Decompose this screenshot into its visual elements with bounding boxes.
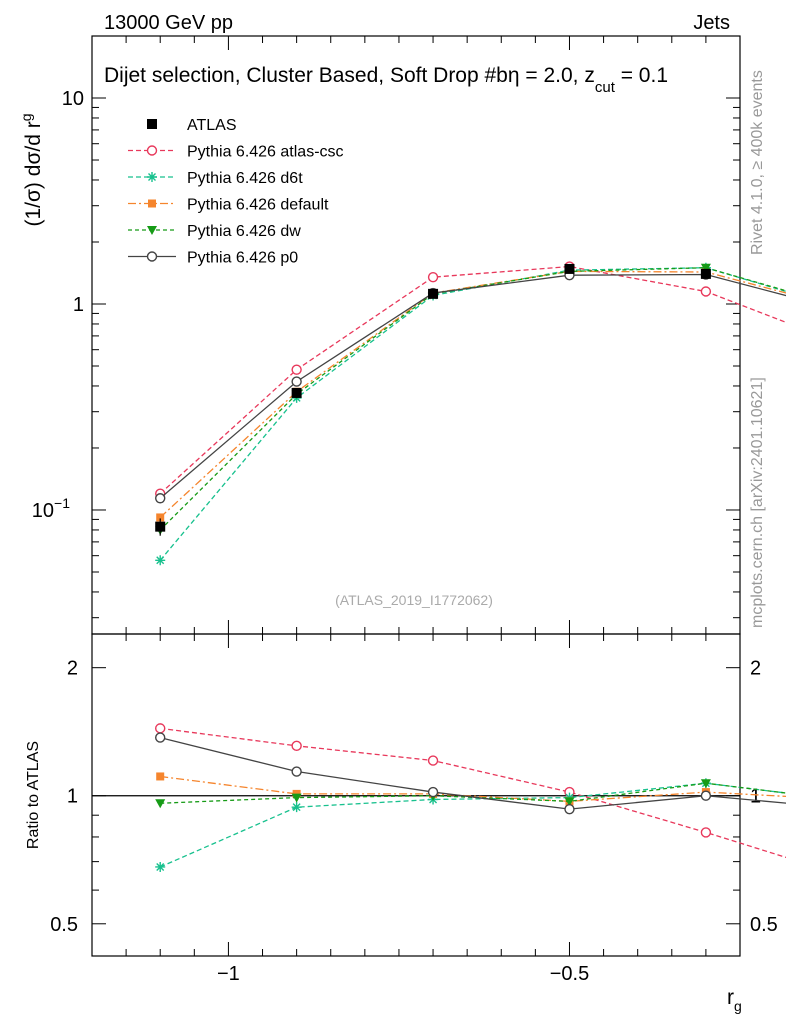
series-line-dw — [159, 267, 786, 531]
main-ytick-label: 10−1 — [32, 495, 70, 522]
data-point-p0 — [291, 376, 302, 387]
legend-marker-atlas_csc — [146, 145, 158, 156]
legend-marker-dw — [147, 226, 157, 235]
ratio-ytick-label-right: 2 — [750, 658, 761, 680]
ratio-line-dw — [160, 782, 786, 804]
ratio-point-atlas_csc — [291, 740, 302, 752]
ratio-point-atlas_csc — [155, 723, 166, 734]
ratio-point-p0 — [291, 766, 302, 777]
data-point-atlas_csc — [291, 364, 302, 375]
ratio-point-atlas_csc — [700, 827, 712, 838]
ratio-point-dw — [291, 793, 302, 803]
legend-label-dw: Pythia 6.426 dw — [187, 223, 301, 240]
analysis-watermark: (ATLAS_2019_I1772062) — [335, 592, 493, 608]
ratio-line-default — [160, 775, 786, 803]
ratio-ytick-label-right: 0.5 — [750, 914, 778, 936]
ratio-point-d6t — [291, 802, 302, 813]
legend-marker-atlas — [147, 119, 157, 129]
x-axis-label: rg — [727, 986, 742, 1014]
legend-label-p0: Pythia 6.426 p0 — [187, 250, 298, 267]
ratio-line-d6t — [159, 782, 786, 868]
data-point-atlas — [700, 268, 711, 279]
ratio-point-default — [156, 772, 165, 781]
ratio-point-dw — [700, 779, 711, 789]
ratio-point-p0 — [700, 790, 712, 801]
main-ylabel: (1/σ) dσ/d rg — [18, 113, 45, 226]
ratio-point-p0 — [564, 803, 575, 815]
data-point-atlas_csc — [427, 271, 439, 283]
series-line-default — [159, 270, 786, 518]
series-line-d6t — [159, 267, 786, 561]
legend-label-d6t: Pythia 6.426 d6t — [187, 170, 303, 187]
ratio-point-p0 — [427, 786, 439, 798]
data-point-p0 — [155, 493, 166, 504]
ratio-frame — [91, 633, 741, 957]
data-point-atlas — [564, 263, 575, 274]
legend-label-atlas_csc: Pythia 6.426 atlas-csc — [187, 144, 344, 161]
data-point-atlas — [428, 288, 439, 299]
ratio-point-p0 — [155, 732, 166, 743]
ratio-point-dw — [564, 797, 575, 807]
main-title: Dijet selection, Cluster Based, Soft Dro… — [104, 64, 668, 96]
ratio-point-atlas_csc — [427, 755, 439, 766]
data-point-atlas — [155, 521, 166, 532]
header-left: 13000 GeV pp — [104, 12, 233, 34]
legend-marker-default — [148, 199, 156, 208]
ratio-ytick-label: 2 — [67, 658, 78, 680]
legend-label-default: Pythia 6.426 default — [187, 197, 329, 214]
ratio-ytick-label-right: 1 — [750, 786, 761, 808]
main-ytick-label: 10 — [62, 88, 84, 110]
data-point-d6t — [155, 555, 166, 566]
legend-marker-d6t — [147, 172, 157, 182]
rivet-label: Rivet 4.1.0, ≥ 400k events — [749, 70, 766, 255]
ratio-line-atlas_csc — [160, 727, 786, 859]
ratio-ytick-label: 1 — [67, 786, 78, 808]
legend-marker-p0 — [146, 251, 158, 262]
ratio-xtick-label: −0.5 — [550, 963, 589, 985]
series-line-atlas_csc — [159, 265, 786, 495]
data-point-dw — [700, 263, 711, 273]
ratio-point-dw — [155, 799, 166, 809]
ratio-ytick-label: 0.5 — [50, 914, 78, 936]
series-line-p0 — [159, 273, 786, 499]
ratio-point-d6t — [155, 861, 166, 872]
main-ytick-label: 1 — [73, 294, 84, 316]
header-right: Jets — [693, 12, 730, 34]
data-point-default — [156, 513, 165, 522]
ratio-xtick-label: −1 — [217, 963, 240, 985]
mcplots-label: mcplots.cern.ch [arXiv:2401.10621] — [749, 377, 766, 628]
ratio-ylabel: Ratio to ATLAS — [25, 741, 42, 849]
legend-label-atlas: ATLAS — [187, 117, 237, 134]
data-point-atlas — [291, 387, 302, 398]
data-point-atlas_csc — [700, 286, 712, 297]
ratio-line-p0 — [160, 736, 786, 810]
